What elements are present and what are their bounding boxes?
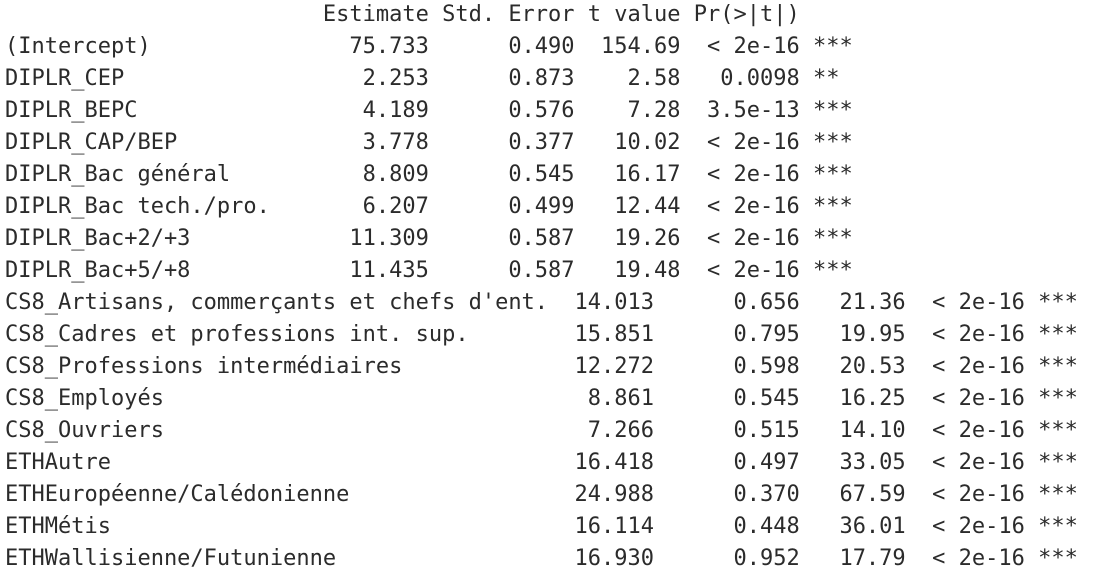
coef-row: CS8_Ouvriers 7.266 0.515 14.10 < 2e-16 *… (5, 418, 1078, 443)
coef-row: DIPLR_CAP/BEP 3.778 0.377 10.02 < 2e-16 … (5, 130, 853, 155)
coef-row: CS8_Cadres et professions int. sup. 15.8… (5, 322, 1078, 347)
coef-row: DIPLR_Bac+2/+3 11.309 0.587 19.26 < 2e-1… (5, 226, 853, 251)
coef-row: DIPLR_BEPC 4.189 0.576 7.28 3.5e-13 *** (5, 98, 853, 123)
coef-row: CS8_Employés 8.861 0.545 16.25 < 2e-16 *… (5, 386, 1078, 411)
coef-row: DIPLR_Bac général 8.809 0.545 16.17 < 2e… (5, 162, 853, 187)
coef-row: ETHWallisienne/Futunienne 16.930 0.952 1… (5, 546, 1078, 571)
coef-row: ETHAutre 16.418 0.497 33.05 < 2e-16 *** (5, 450, 1078, 475)
coef-row: CS8_Artisans, commerçants et chefs d'ent… (5, 290, 1078, 315)
coef-row-intercept: (Intercept) 75.733 0.490 154.69 < 2e-16 … (5, 34, 853, 59)
coef-row: DIPLR_Bac+5/+8 11.435 0.587 19.48 < 2e-1… (5, 258, 853, 283)
coef-row: CS8_Professions intermédiaires 12.272 0.… (5, 354, 1078, 379)
coef-row: DIPLR_Bac tech./pro. 6.207 0.499 12.44 <… (5, 194, 853, 219)
coef-row: ETHMétis 16.114 0.448 36.01 < 2e-16 *** (5, 514, 1078, 539)
coef-row: ETHEuropéenne/Calédonienne 24.988 0.370 … (5, 482, 1078, 507)
coef-row: DIPLR_CEP 2.253 0.873 2.58 0.0098 ** (5, 66, 853, 91)
header-row: Estimate Std. Error t value Pr(>|t|) (5, 2, 853, 27)
